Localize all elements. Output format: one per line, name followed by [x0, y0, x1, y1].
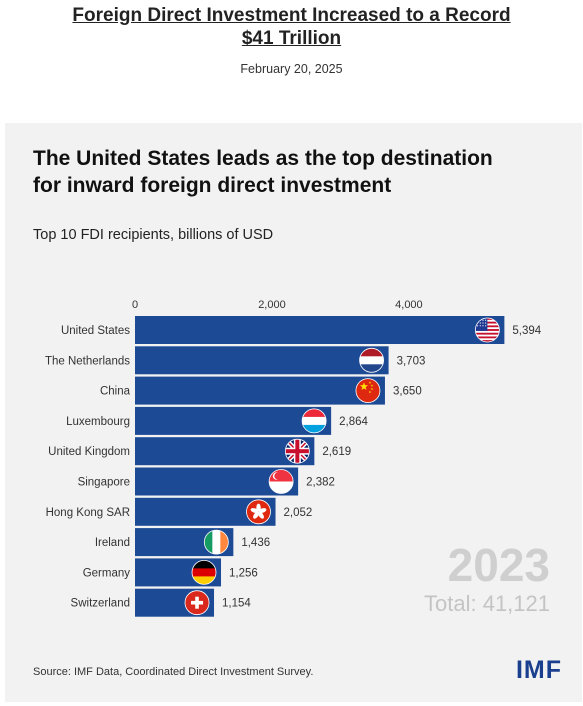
x-tick-label: 4,000	[395, 299, 423, 311]
value-label: 2,619	[322, 446, 351, 458]
category-label: The Netherlands	[45, 355, 130, 367]
bar-the-netherlands	[135, 346, 389, 375]
chart-title: The United States leads as the top desti…	[33, 145, 573, 199]
value-label: 2,052	[284, 507, 313, 519]
bar-united-kingdom	[135, 437, 315, 466]
chart-card: The United States leads as the top desti…	[5, 123, 582, 702]
ireland-flag-icon	[203, 529, 229, 555]
article-date: February 20, 2025	[240, 62, 343, 76]
imf-logo: IMF	[515, 656, 562, 684]
value-label: 2,382	[306, 477, 335, 489]
bar-luxembourg	[135, 406, 332, 435]
category-label: Germany	[83, 567, 131, 579]
value-label: 5,394	[512, 325, 541, 337]
article-title[interactable]: Foreign Direct Investment Increased to a…	[0, 4, 583, 50]
source-note: Source: IMF Data, Coordinated Direct Inv…	[33, 666, 314, 678]
category-label: United Kingdom	[48, 446, 130, 458]
value-label: 3,703	[397, 355, 426, 367]
singapore-flag-icon	[268, 469, 294, 494]
bar-united-states	[135, 316, 505, 344]
chart-title-line-2: for inward foreign direct investment	[33, 174, 392, 197]
category-label: United States	[61, 325, 130, 337]
category-label: Ireland	[95, 537, 130, 549]
value-label: 1,436	[241, 537, 270, 549]
luxembourg-flag-icon	[301, 408, 327, 434]
chart-subtitle: Top 10 FDI recipients, billions of USD	[33, 227, 274, 243]
value-label: 2,864	[339, 416, 368, 428]
category-label: Hong Kong SAR	[46, 507, 130, 519]
bar-china	[135, 376, 385, 405]
category-label: China	[100, 386, 131, 398]
hong-kong-flag-icon	[246, 499, 271, 525]
total-annotation: Total: 41,121	[424, 591, 550, 616]
x-tick-label: 2,000	[258, 299, 286, 311]
article-title-line-2[interactable]: $41 Trillion	[241, 28, 342, 49]
china-flag-icon	[355, 378, 381, 404]
category-label: Luxembourg	[66, 416, 130, 428]
x-tick-label: 0	[132, 299, 138, 311]
us-flag-icon	[474, 317, 500, 343]
category-label: Singapore	[78, 477, 130, 489]
value-label: 1,256	[229, 567, 258, 579]
uk-flag-icon	[284, 438, 310, 464]
switzerland-flag-icon	[184, 590, 210, 616]
chart-title-line-1: The United States leads as the top desti…	[33, 147, 493, 170]
value-label: 1,154	[222, 598, 251, 610]
netherlands-flag-icon	[359, 347, 384, 373]
article-title-line-1[interactable]: Foreign Direct Investment Increased to a…	[72, 5, 511, 26]
year-annotation: 2023	[448, 539, 550, 591]
category-label: Switzerland	[71, 598, 130, 610]
germany-flag-icon	[191, 559, 217, 585]
value-label: 3,650	[393, 386, 422, 398]
